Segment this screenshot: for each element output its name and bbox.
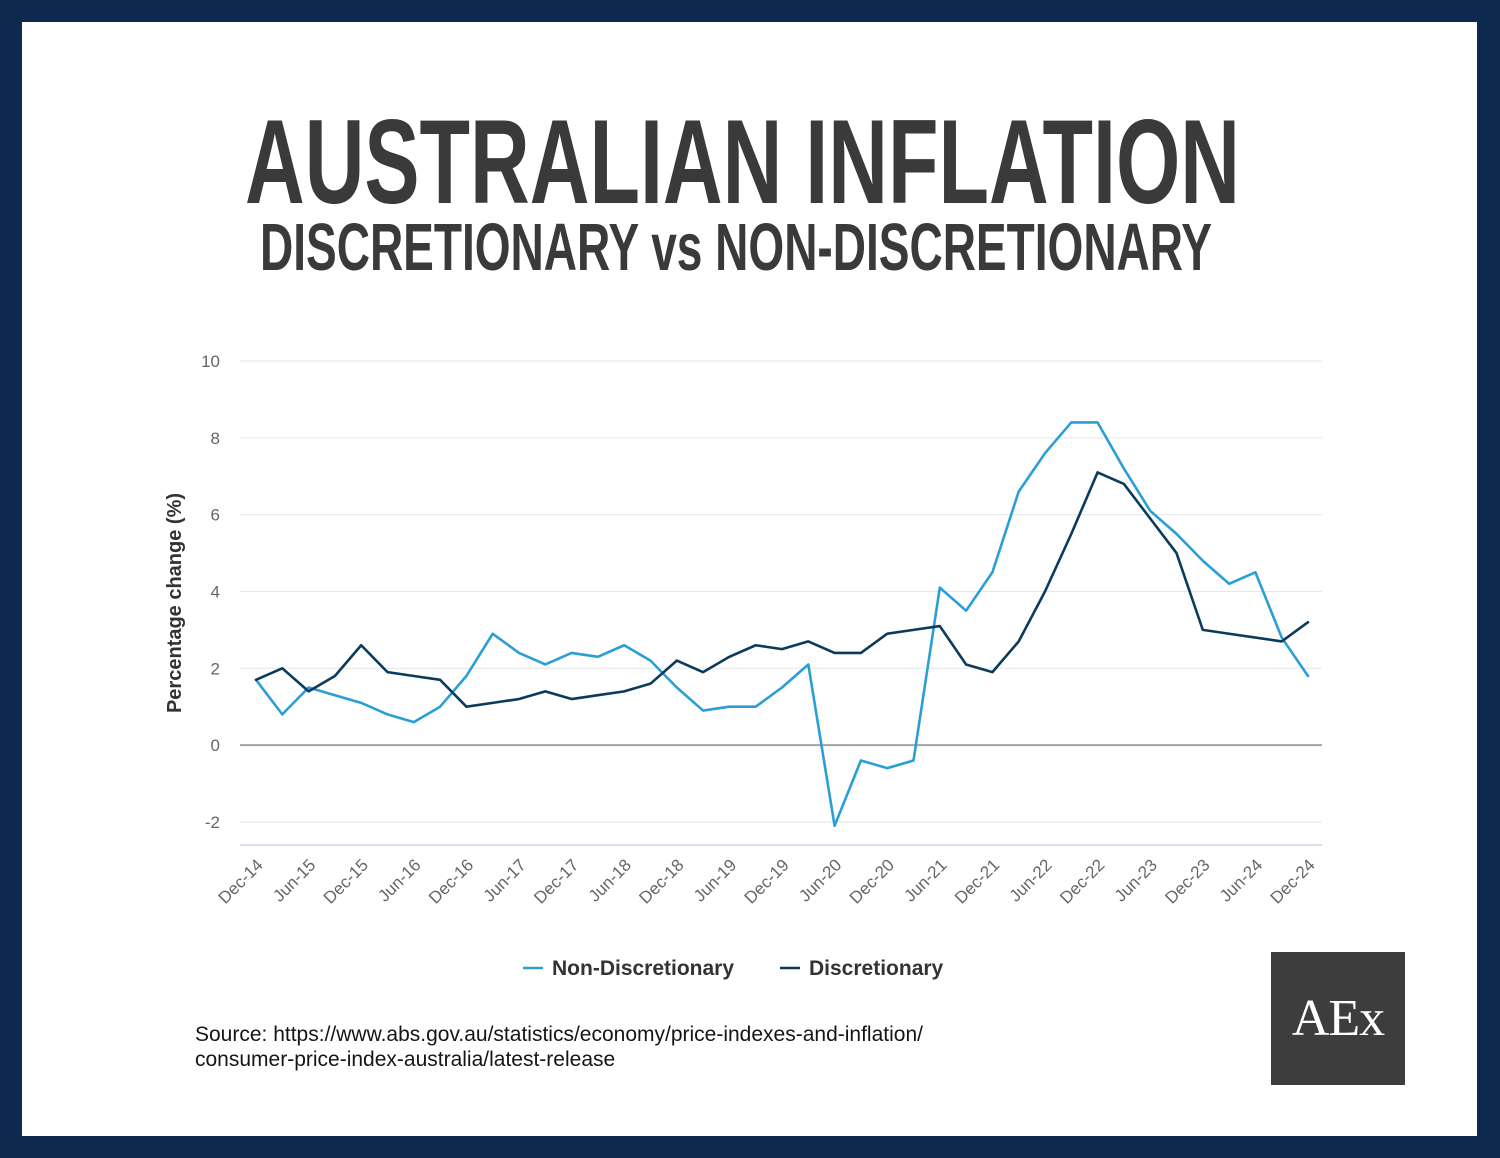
logo-lettering: AEx [1291,989,1385,1047]
x-tick-label: Dec-14 [215,855,267,907]
x-tick-label: Jun-17 [480,855,530,905]
y-tick-label: 0 [211,736,220,755]
legend-label-discretionary: Discretionary [809,957,944,980]
x-tick-label: Dec-15 [320,855,372,907]
y-tick-label: 6 [211,506,220,525]
legend-item-discretionary: Discretionary [780,957,944,980]
y-axis-labels: 10 8 6 4 2 0 -2 [201,352,220,832]
legend-label-non-discretionary: Non-Discretionary [552,957,734,980]
source-note: Source: https://www.abs.gov.au/statistic… [195,1022,923,1072]
y-tick-label: -2 [205,813,220,832]
series-line-non-discretionary [254,421,1310,828]
x-tick-label: Dec-19 [741,855,793,907]
x-tick-label: Jun-15 [269,855,319,905]
x-tick-label: Jun-19 [690,855,740,905]
x-tick-label: Jun-22 [1006,855,1056,905]
gridlines [240,360,1322,823]
x-tick-label: Dec-17 [530,855,582,907]
source-line-1: Source: https://www.abs.gov.au/statistic… [195,1023,923,1046]
x-tick-label: Jun-21 [900,855,950,905]
x-tick-label: Dec-24 [1267,855,1319,907]
y-tick-label: 8 [211,429,220,448]
source-line-2: consumer-price-index-australia/latest-re… [195,1048,616,1071]
x-tick-label: Jun-16 [374,855,424,905]
series-line-discretionary [254,471,1310,709]
x-tick-label: Dec-20 [846,855,898,907]
x-tick-label: Dec-23 [1161,855,1213,907]
infographic-frame [22,22,1477,1136]
legend: Non-Discretionary Discretionary [523,957,944,980]
x-tick-label: Dec-21 [951,855,1003,907]
y-tick-label: 10 [201,352,220,371]
x-tick-label: Jun-18 [585,855,635,905]
aex-logo: AEx [1271,952,1405,1085]
y-tick-label: 4 [211,582,220,601]
legend-item-non-discretionary: Non-Discretionary [523,957,734,980]
x-tick-label: Dec-22 [1056,855,1108,907]
chart-subtitle: DISCRETIONARY vs NON-DISCRETIONARY [260,210,1212,285]
x-axis-labels: Dec-14 Jun-15 Dec-15 Jun-16 Dec-16 Jun-17 Dec-… [215,855,1319,907]
x-tick-label: Dec-18 [635,855,687,907]
y-axis-title: Percentage change (%) [164,493,186,713]
x-tick-label: Jun-24 [1216,855,1266,905]
x-tick-label: Dec-16 [425,855,477,907]
x-tick-label: Jun-20 [795,855,845,905]
y-tick-label: 2 [211,659,220,678]
series-group [254,421,1310,828]
chart-title: AUSTRALIAN INFLATION [245,95,1240,229]
x-tick-label: Jun-23 [1111,855,1161,905]
